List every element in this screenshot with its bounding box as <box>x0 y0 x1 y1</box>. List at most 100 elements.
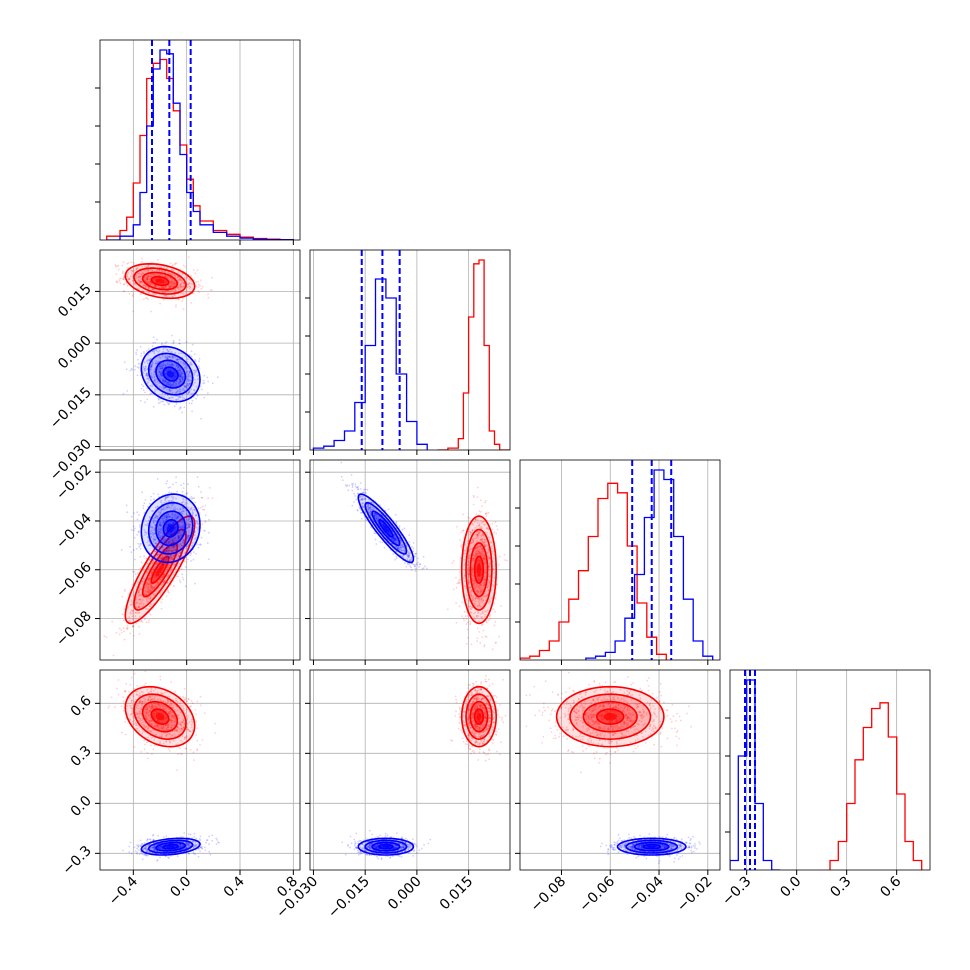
blue-sample-point <box>174 371 176 373</box>
red-sample-point <box>475 519 477 522</box>
red-sample-point <box>462 617 465 620</box>
blue-sample-point <box>196 476 199 478</box>
blue-sample-point <box>172 357 174 359</box>
blue-sample-point <box>178 524 181 526</box>
red-sample-point <box>161 589 164 592</box>
red-histogram-1 <box>437 259 510 450</box>
red-sample-point <box>196 520 198 522</box>
blue-sample-point <box>175 398 178 401</box>
blue-sample-point <box>188 383 191 386</box>
red-sample-point <box>485 620 488 622</box>
red-sample-point <box>115 280 118 283</box>
red-sample-point <box>469 620 471 623</box>
blue-sample-point <box>348 484 351 487</box>
blue-sample-point <box>160 370 163 372</box>
blue-sample-point <box>171 334 173 337</box>
red-sample-point <box>147 265 150 267</box>
blue-sample-point <box>159 363 162 366</box>
blue-sample-point <box>152 405 155 408</box>
blue-sample-point <box>153 532 156 535</box>
blue-sample-point <box>167 383 170 386</box>
blue-sample-point <box>180 520 182 523</box>
red-sample-point <box>172 549 175 551</box>
red-sample-point <box>482 557 484 559</box>
blue-sample-point <box>146 372 149 375</box>
blue-sample-point <box>144 524 147 526</box>
red-sample-point <box>171 539 174 542</box>
blue-sample-point <box>171 396 174 399</box>
red-sample-point <box>478 602 481 605</box>
blue-sample-point <box>176 368 179 371</box>
blue-sample-point <box>172 538 175 541</box>
blue-sample-point <box>174 371 176 374</box>
red-sample-point <box>467 600 470 602</box>
blue-sample-point <box>145 374 148 377</box>
red-sample-point <box>169 570 172 572</box>
blue-sample-point <box>161 366 163 369</box>
blue-sample-point <box>175 514 177 517</box>
blue-sample-point <box>154 379 156 382</box>
red-sample-point <box>139 280 142 283</box>
red-sample-point <box>504 559 507 561</box>
blue-sample-point <box>383 546 386 549</box>
blue-sample-point <box>154 565 157 568</box>
red-sample-point <box>482 584 485 586</box>
panel-2-0: −0.08−0.06−0.04−0.02 <box>53 459 301 665</box>
red-sample-point <box>140 603 143 605</box>
red-sample-point <box>484 613 486 616</box>
red-sample-point <box>162 282 165 285</box>
blue-sample-point <box>173 523 176 526</box>
blue-sample-point <box>201 388 203 391</box>
blue-sample-point <box>159 511 162 514</box>
red-sample-point <box>139 272 141 275</box>
red-sample-point <box>176 565 178 568</box>
blue-sample-point <box>160 527 162 530</box>
red-sample-point <box>487 579 490 582</box>
blue-sample-point <box>179 565 182 568</box>
red-sample-point <box>482 549 484 552</box>
red-sample-point <box>161 598 164 601</box>
blue-sample-point <box>178 372 180 374</box>
blue-sample-point <box>166 355 169 357</box>
red-sample-point <box>151 587 153 590</box>
blue-sample-point <box>165 341 168 344</box>
red-sample-point <box>149 585 152 588</box>
red-sample-point <box>487 584 490 587</box>
red-sample-point <box>463 619 466 622</box>
blue-sample-point <box>150 558 153 561</box>
red-sample-point <box>477 546 480 548</box>
blue-sample-point <box>161 366 164 369</box>
blue-sample-point <box>173 540 176 543</box>
red-sample-point <box>486 586 489 589</box>
red-sample-point <box>482 582 485 585</box>
blue-sample-point <box>154 381 157 384</box>
red-sample-point <box>476 575 479 578</box>
blue-sample-point <box>159 373 162 376</box>
red-sample-point <box>478 620 480 623</box>
red-sample-point <box>138 275 141 278</box>
blue-sample-point <box>184 501 187 504</box>
blue-sample-point <box>178 563 181 565</box>
red-sample-point <box>136 601 139 603</box>
blue-sample-point <box>150 574 153 577</box>
red-sample-point <box>491 648 494 651</box>
blue-sample-point <box>198 543 200 546</box>
red-sample-point <box>463 585 466 587</box>
blue-sample-point <box>169 355 171 358</box>
blue-sample-point <box>403 551 406 553</box>
blue-sample-point <box>395 538 397 540</box>
blue-sample-point <box>191 343 194 346</box>
blue-sample-point <box>150 364 152 367</box>
red-sample-point <box>484 595 486 598</box>
red-sample-point <box>469 622 472 625</box>
red-sample-point <box>175 262 178 265</box>
red-sample-point <box>493 531 496 534</box>
red-sample-point <box>183 285 185 287</box>
blue-sample-point <box>172 496 175 499</box>
red-sample-point <box>118 279 121 282</box>
red-sample-point <box>474 597 477 600</box>
red-sample-point <box>480 526 483 528</box>
red-sample-point <box>114 264 117 266</box>
blue-sample-point <box>173 557 176 560</box>
blue-sample-point <box>164 514 167 517</box>
